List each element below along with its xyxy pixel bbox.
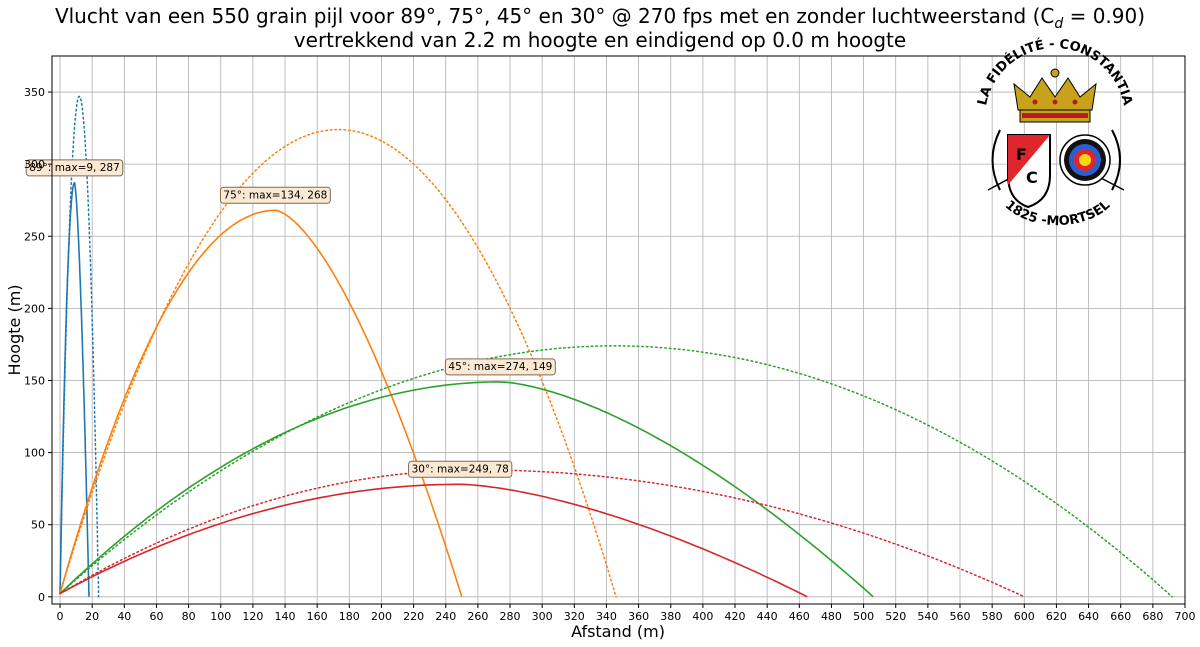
- y-tick-label: 50: [31, 519, 45, 532]
- x-tick-label: 120: [242, 610, 263, 623]
- y-tick-label: 200: [24, 302, 45, 315]
- trajectory-45-with-drag: [59, 381, 874, 598]
- x-tick-label: 500: [853, 610, 874, 623]
- x-tick-label: 460: [789, 610, 810, 623]
- x-tick-label: 100: [210, 610, 231, 623]
- x-tick-label: 20: [85, 610, 99, 623]
- chart-title-text: Vlucht van een 550 grain pijl voor 89°, …: [54, 4, 1055, 28]
- annotation-label: 30°: max=249, 78: [412, 463, 509, 475]
- trajectory-75-no-drag: [59, 128, 617, 598]
- grid-lines: [52, 56, 1186, 604]
- trajectory-series: [59, 95, 1173, 598]
- shield-icon: F C: [1007, 134, 1051, 209]
- y-axis-label: Hoogte (m): [5, 284, 24, 375]
- plot-frame: [51, 55, 1186, 605]
- x-tick-label: 680: [1142, 610, 1163, 623]
- trajectory-89-no-drag: [59, 95, 100, 598]
- trajectory-89-with-drag: [59, 181, 90, 597]
- x-tick-label: 660: [1110, 610, 1131, 623]
- x-tick-label: 320: [564, 610, 585, 623]
- x-tick-label: 240: [435, 610, 456, 623]
- x-tick-label: 80: [182, 610, 196, 623]
- club-logo: LA FIDÉLITÉ - CONSTANTIA 1825 -MORTSEL F…: [975, 37, 1135, 229]
- x-axis-ticks: 0 20 40 60 80 100 120 140 160 180 200 220 240 260 280 3…: [57, 604, 1196, 623]
- x-tick-label: 160: [307, 610, 328, 623]
- x-tick-label: 540: [917, 610, 938, 623]
- x-tick-label: 260: [467, 610, 488, 623]
- annotation-box: [408, 460, 513, 478]
- x-tick-label: 440: [757, 610, 778, 623]
- x-tick-label: 0: [57, 610, 64, 623]
- x-tick-label: 200: [371, 610, 392, 623]
- trajectory-30-with-drag: [59, 483, 808, 598]
- x-tick-label: 620: [1046, 610, 1067, 623]
- x-tick-label: 640: [1078, 610, 1099, 623]
- x-axis-label: Afstand (m): [571, 622, 665, 641]
- y-tick-label: 300: [24, 158, 45, 171]
- annotation-label: 45°: max=274, 149: [448, 361, 552, 373]
- annotation-label: 75°: max=134, 268: [223, 189, 327, 201]
- x-tick-label: 220: [403, 610, 424, 623]
- y-tick-label: 250: [24, 230, 45, 243]
- x-tick-label: 520: [885, 610, 906, 623]
- x-tick-label: 140: [275, 610, 296, 623]
- y-tick-label: 100: [24, 447, 45, 460]
- trajectory-45-no-drag: [59, 345, 1173, 598]
- apex-annotation: 75°: max=134, 268: [219, 186, 331, 204]
- chart-title-cd-value: = 0.90): [1063, 4, 1146, 28]
- x-tick-label: 560: [950, 610, 971, 623]
- x-tick-label: 600: [1014, 610, 1035, 623]
- annotation-box: [219, 186, 331, 204]
- y-tick-label: 350: [24, 86, 45, 99]
- x-tick-label: 40: [117, 610, 131, 623]
- y-tick-label: 0: [38, 591, 45, 604]
- x-tick-label: 380: [660, 610, 681, 623]
- y-axis-ticks: 0 50 100 150 200 250 300 350: [24, 86, 52, 604]
- apex-annotation: 30°: max=249, 78: [408, 460, 513, 478]
- target-icon: [1059, 134, 1111, 186]
- trajectory-75-with-drag: [59, 209, 463, 598]
- y-tick-label: 150: [24, 374, 45, 387]
- x-tick-label: 60: [149, 610, 163, 623]
- x-tick-label: 300: [532, 610, 553, 623]
- x-tick-label: 180: [339, 610, 360, 623]
- chart-title-line-1: Vlucht van een 550 grain pijl voor 89°, …: [0, 4, 1200, 32]
- annotation-box: [444, 358, 556, 376]
- x-tick-label: 360: [628, 610, 649, 623]
- x-tick-label: 480: [821, 610, 842, 623]
- chart-title-subscript: d: [1054, 16, 1064, 32]
- crown-icon: [1013, 68, 1097, 123]
- x-tick-label: 580: [982, 610, 1003, 623]
- x-tick-label: 420: [725, 610, 746, 623]
- x-tick-label: 700: [1175, 610, 1196, 623]
- chart-title-line-2: vertrekkend van 2.2 m hoogte en eindigen…: [293, 28, 907, 52]
- svg-text:C: C: [1026, 168, 1038, 187]
- x-tick-label: 280: [500, 610, 521, 623]
- x-tick-label: 400: [692, 610, 713, 623]
- svg-text:F: F: [1016, 145, 1027, 164]
- apex-annotation: 45°: max=274, 149: [444, 358, 556, 376]
- x-tick-label: 340: [596, 610, 617, 623]
